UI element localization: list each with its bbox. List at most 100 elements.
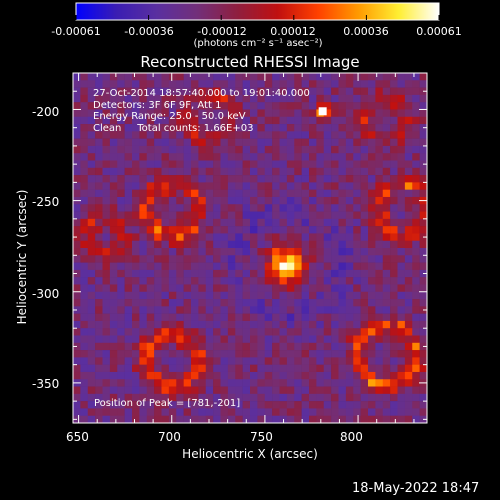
heatmap-cell bbox=[168, 153, 177, 161]
heatmap-cell bbox=[412, 138, 420, 147]
heatmap-cell bbox=[124, 204, 133, 212]
heatmap-cell bbox=[257, 371, 266, 380]
heatmap-cell bbox=[161, 175, 170, 183]
heatmap-cell bbox=[279, 153, 288, 161]
heatmap-cell bbox=[102, 415, 111, 424]
heatmap-cell bbox=[227, 109, 236, 118]
heatmap-cell bbox=[390, 73, 398, 81]
heatmap-cell bbox=[168, 189, 177, 198]
heatmap-cell bbox=[397, 94, 406, 103]
heatmap-cell bbox=[353, 211, 361, 220]
heatmap-cell bbox=[124, 131, 133, 139]
heatmap-cell bbox=[161, 248, 170, 256]
heatmap-cell bbox=[257, 145, 266, 154]
heatmap-cell bbox=[205, 255, 214, 263]
heatmap-cell bbox=[235, 291, 243, 300]
heatmap-cell bbox=[264, 415, 273, 424]
heatmap-cell bbox=[257, 335, 266, 344]
heatmap-cell bbox=[250, 306, 258, 314]
heatmap-cell bbox=[375, 255, 384, 263]
heatmap-cell bbox=[360, 320, 369, 329]
heatmap-cell bbox=[198, 306, 207, 314]
heatmap-cell bbox=[264, 73, 273, 81]
heatmap-cell bbox=[154, 218, 162, 227]
heatmap-cell bbox=[242, 109, 251, 118]
heatmap-cell bbox=[205, 80, 214, 88]
heatmap-cell bbox=[360, 196, 369, 205]
heatmap-cell bbox=[397, 167, 406, 176]
heatmap-cell bbox=[250, 138, 258, 147]
heatmap-cell bbox=[213, 109, 221, 118]
heatmap-cell bbox=[272, 364, 280, 373]
heatmap-cell bbox=[264, 371, 273, 380]
heatmap-cell bbox=[294, 379, 302, 387]
heatmap-cell bbox=[353, 102, 361, 110]
heatmap-cell bbox=[109, 401, 118, 409]
heatmap-cell bbox=[102, 255, 111, 263]
heatmap-cell bbox=[146, 328, 155, 336]
heatmap-cell bbox=[390, 364, 398, 373]
heatmap-cell bbox=[242, 218, 251, 227]
heatmap-cell bbox=[198, 167, 207, 176]
heatmap-cell bbox=[139, 306, 148, 314]
heatmap-cell bbox=[309, 204, 317, 212]
heatmap-cell bbox=[309, 415, 317, 424]
heatmap-cell bbox=[242, 313, 251, 322]
heatmap-cell bbox=[404, 153, 413, 161]
heatmap-cell bbox=[95, 73, 103, 81]
heatmap-cell bbox=[73, 175, 81, 183]
heatmap-cell bbox=[191, 342, 199, 351]
heatmap-cell bbox=[375, 109, 384, 118]
heatmap-cell bbox=[323, 94, 332, 103]
heatmap-cell bbox=[338, 284, 347, 293]
heatmap-cell bbox=[124, 401, 133, 409]
heatmap-cell bbox=[176, 189, 184, 198]
heatmap-cell bbox=[235, 124, 243, 132]
heatmap-cell bbox=[117, 226, 125, 234]
heatmap-cell bbox=[146, 401, 155, 409]
heatmap-cell bbox=[87, 386, 96, 395]
colorbar-gradient bbox=[75, 2, 440, 21]
heatmap-cell bbox=[220, 371, 229, 380]
heatmap-cell bbox=[168, 204, 177, 212]
heatmap-cell bbox=[95, 386, 103, 395]
heatmap-cell bbox=[109, 393, 118, 402]
heatmap-cell bbox=[419, 80, 428, 88]
heatmap-cell bbox=[102, 240, 111, 249]
heatmap-cell bbox=[213, 204, 221, 212]
heatmap-cell bbox=[316, 408, 325, 417]
heatmap-cell bbox=[87, 313, 96, 322]
heatmap-cell bbox=[286, 102, 295, 110]
heatmap-cell bbox=[419, 313, 428, 322]
heatmap-cell bbox=[345, 379, 354, 387]
heatmap-cell bbox=[286, 262, 295, 271]
heatmap-cell bbox=[294, 342, 302, 351]
heatmap-cell bbox=[139, 299, 148, 307]
heatmap-cell bbox=[117, 248, 125, 256]
heatmap-cell bbox=[286, 306, 295, 314]
heatmap-cell bbox=[146, 299, 155, 307]
heatmap-cell bbox=[323, 393, 332, 402]
heatmap-cell bbox=[117, 233, 125, 242]
heatmap-cell bbox=[227, 145, 236, 154]
heatmap-cell bbox=[176, 342, 184, 351]
heatmap-cell bbox=[191, 408, 199, 417]
heatmap-cell bbox=[95, 131, 103, 139]
heatmap-cell bbox=[279, 408, 288, 417]
heatmap-cell bbox=[286, 313, 295, 322]
heatmap-cell bbox=[168, 87, 177, 96]
heatmap-cell bbox=[109, 226, 118, 234]
heatmap-cell bbox=[117, 124, 125, 132]
heatmap-cell bbox=[176, 386, 184, 395]
heatmap-cell bbox=[154, 102, 162, 110]
heatmap-cell bbox=[250, 102, 258, 110]
heatmap-cell bbox=[102, 320, 111, 329]
heatmap-cell bbox=[404, 131, 413, 139]
heatmap-cell bbox=[309, 306, 317, 314]
plot-frame bbox=[72, 72, 428, 424]
heatmap-cell bbox=[87, 167, 96, 176]
heatmap-cell bbox=[412, 408, 420, 417]
heatmap-cell bbox=[95, 211, 103, 220]
heatmap-cell bbox=[191, 226, 199, 234]
heatmap-cell bbox=[168, 408, 177, 417]
